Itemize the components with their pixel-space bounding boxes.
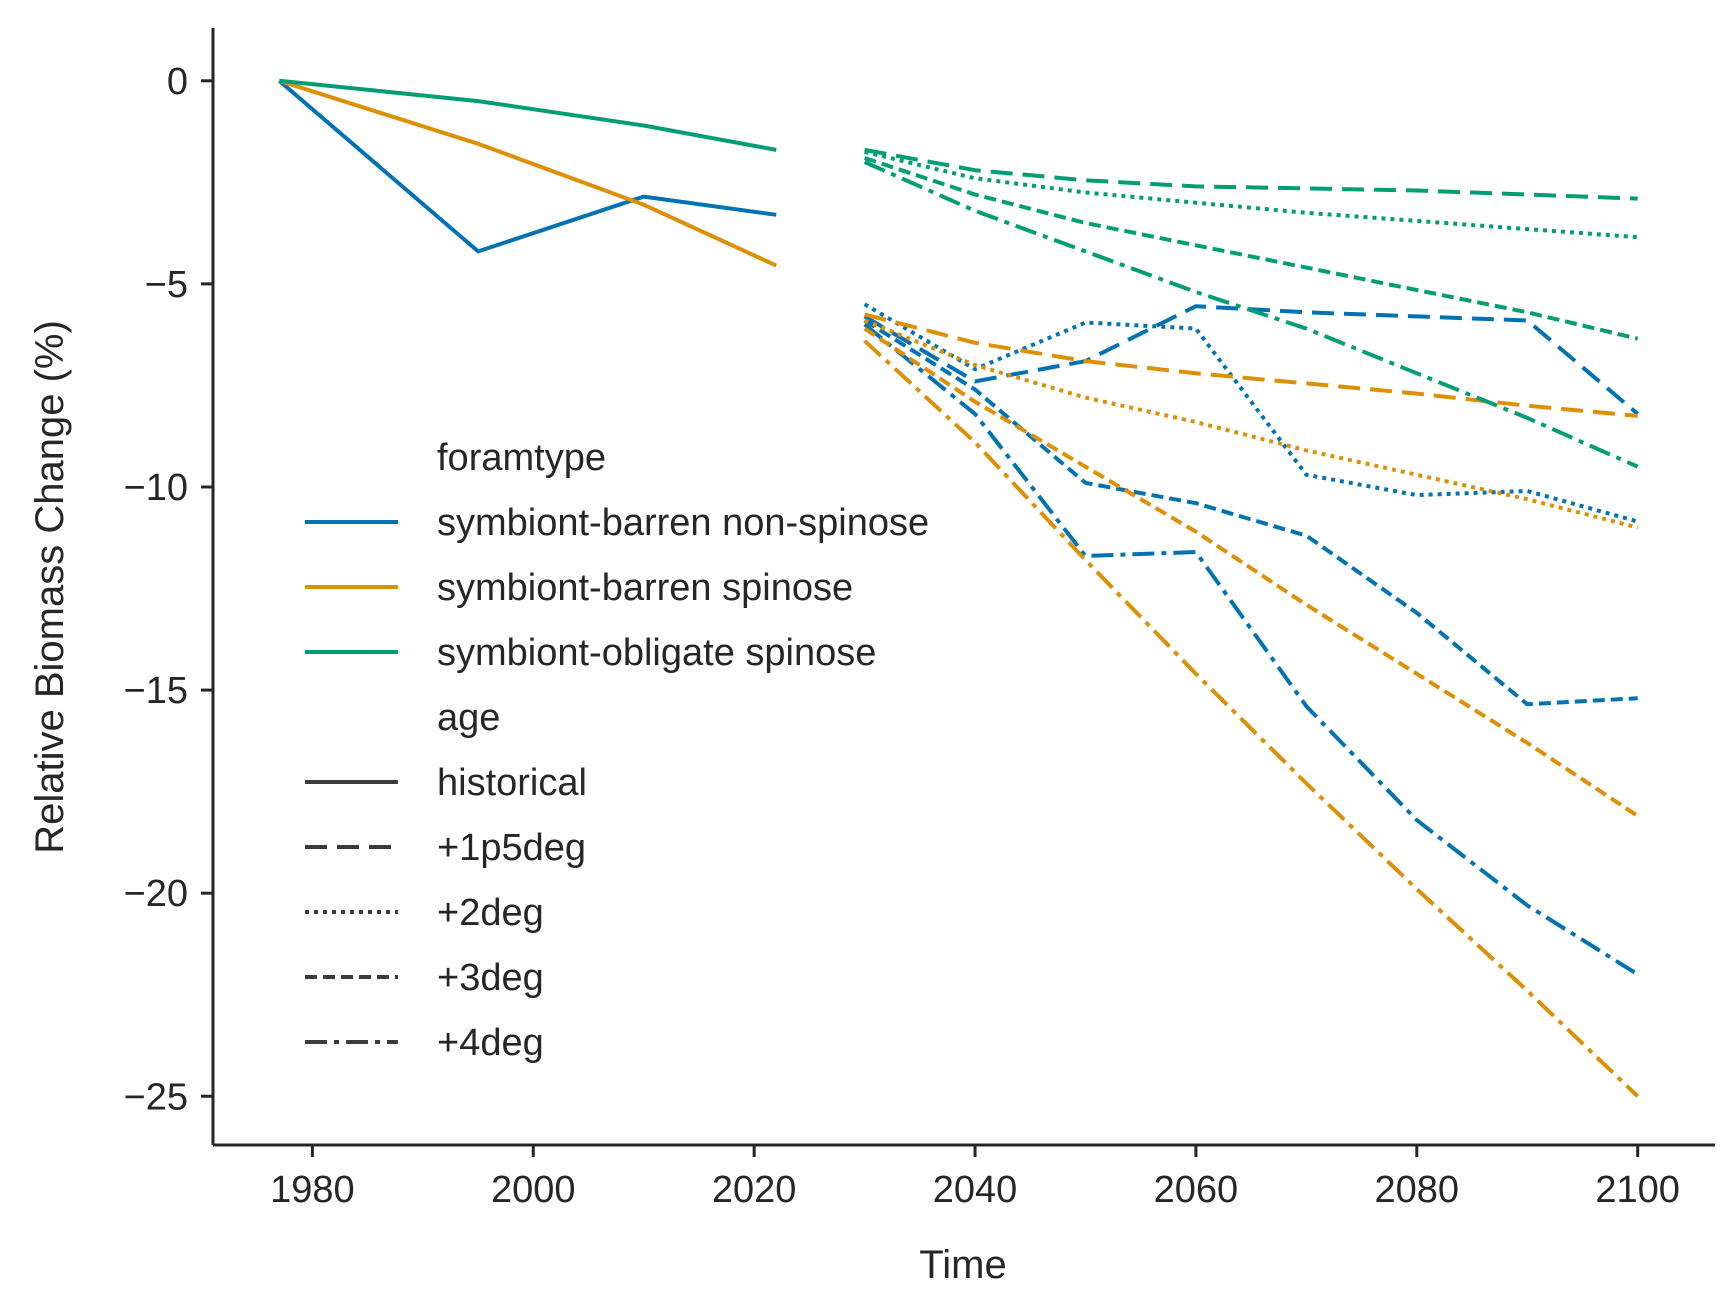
- series-line: [863, 326, 1639, 818]
- series-line: [277, 79, 777, 254]
- x-tick-label: 2020: [712, 1169, 797, 1211]
- legend-entry-label: historical: [437, 762, 587, 804]
- x-tick-label: 2100: [1595, 1169, 1680, 1211]
- legend: foramtype symbiont-barren non-spinose symb…: [305, 437, 929, 1064]
- series-line: [863, 318, 1639, 530]
- series-line: [863, 160, 1639, 469]
- series-line: [279, 78, 777, 152]
- x-ticks: 1980 2000 2020 2040 2060 2080 2100: [270, 1145, 1680, 1211]
- legend-entry-label: symbiont-barren non-spinose: [437, 502, 929, 544]
- series-line: [864, 149, 1638, 240]
- legend-entry-label: +3deg: [437, 957, 544, 999]
- y-tick-label: −10: [124, 467, 188, 509]
- legend-entry-label: +1p5deg: [437, 827, 586, 869]
- legend-title-foramtype: foramtype: [437, 437, 606, 479]
- series-line: [863, 302, 1639, 524]
- series-line: [863, 339, 1640, 1098]
- x-axis-label: Time: [919, 1243, 1006, 1287]
- series-line: [863, 322, 1639, 977]
- series-line: [863, 304, 1639, 416]
- series-line: [278, 78, 778, 268]
- axes-frame: [211, 28, 1715, 1147]
- legend-title-age: age: [437, 697, 500, 739]
- legend-entry-label: symbiont-barren spinose: [437, 567, 853, 609]
- x-tick-label: 2000: [491, 1169, 576, 1211]
- x-tick-label: 2060: [1154, 1169, 1239, 1211]
- y-tick-label: −15: [124, 670, 188, 712]
- series-group: [277, 78, 1640, 1098]
- y-tick-label: −20: [124, 873, 188, 915]
- x-tick-label: 2040: [933, 1169, 1018, 1211]
- series-line: [864, 147, 1638, 201]
- y-tick-label: −25: [124, 1076, 188, 1118]
- series-line: [864, 312, 1638, 418]
- legend-entry-label: +2deg: [437, 892, 544, 934]
- series-line: [863, 318, 1638, 707]
- y-axis-label: Relative Biomass Change (%): [28, 320, 72, 854]
- legend-entry-label: symbiont-obligate spinose: [437, 632, 876, 674]
- x-tick-label: 1980: [270, 1169, 355, 1211]
- y-ticks: 0 −5 −10 −15 −20 −25: [124, 61, 213, 1118]
- x-tick-label: 2080: [1375, 1169, 1460, 1211]
- series-line: [863, 156, 1639, 341]
- legend-entry-label: +4deg: [437, 1022, 544, 1064]
- y-tick-label: 0: [167, 61, 188, 103]
- y-tick-label: −5: [145, 264, 188, 306]
